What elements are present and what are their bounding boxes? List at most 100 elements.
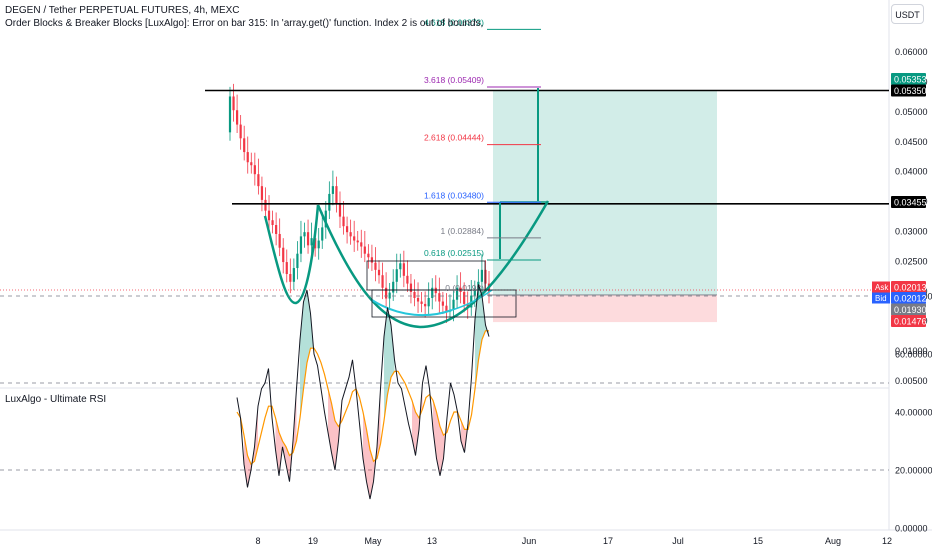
tp-price-value: 0.05353	[894, 75, 927, 85]
price-axis-tick-label: 0.04000	[895, 167, 928, 177]
candle-body	[385, 287, 388, 299]
candle-body	[285, 262, 288, 275]
time-axis-tick-label: Jun	[522, 536, 537, 546]
rsi-zone-fill	[415, 412, 419, 456]
left-cup-curve	[263, 204, 320, 305]
rsi-zone-fill	[335, 420, 339, 470]
candle-body	[466, 303, 469, 308]
ask-price-value: 0.02013	[894, 283, 927, 293]
candle-body	[257, 174, 260, 187]
candle-body	[289, 274, 292, 282]
candle-body	[342, 216, 345, 227]
candle-body	[314, 238, 317, 249]
price-axis-tick-label: 0.00500	[895, 376, 928, 386]
candle-body	[455, 287, 459, 300]
candle-body	[406, 275, 409, 284]
resistance-price-value: 0.05350	[894, 86, 927, 96]
rsi-zone-fill	[286, 446, 290, 482]
last-price-label	[891, 303, 926, 316]
rsi-axis-tick-label: 20.00000	[895, 466, 932, 476]
candle-body	[275, 225, 278, 234]
candle-body	[399, 263, 402, 270]
rsi-zone-fill	[363, 412, 367, 482]
candle-body	[395, 269, 398, 282]
candle-body	[306, 232, 310, 246]
candle-body	[264, 199, 267, 211]
time-axis-tick-label: Aug	[825, 536, 841, 546]
time-axis-tick-label: 19	[308, 536, 318, 546]
candle-body	[299, 236, 303, 254]
candle-body	[452, 299, 455, 310]
time-axis-tick-label: Jul	[672, 536, 684, 546]
bid-tag	[872, 292, 890, 304]
candle-body	[388, 292, 391, 299]
candle-body	[324, 210, 327, 228]
fib-level-label: 1.618 (0.03480)	[424, 190, 484, 200]
candle-body	[228, 96, 232, 133]
candle-body	[377, 269, 381, 276]
indicator-error-text: Order Blocks & Breaker Blocks [LuxAlgo]:…	[5, 18, 485, 29]
ask-tag-label: Ask	[875, 283, 889, 292]
price-axis-tick-label: 0.03000	[895, 226, 928, 236]
candle-body	[335, 186, 338, 205]
neckline-price-value: 0.03455	[894, 198, 927, 208]
candle-body	[260, 186, 264, 200]
rsi-zone-fill	[387, 307, 391, 395]
rsi-zone-fill	[303, 290, 307, 389]
candle-body	[310, 238, 313, 246]
rsi-axis-tick-label: 40.00000	[895, 408, 932, 418]
candle-body	[321, 227, 324, 241]
candle-body	[271, 220, 274, 226]
rsi-zone-fill	[440, 426, 444, 476]
candle-body	[416, 297, 420, 302]
rsi-indicator-title: LuxAlgo - Ultimate RSI	[5, 394, 107, 405]
candle-body	[282, 247, 285, 263]
candle-body	[470, 295, 473, 308]
currency-button[interactable]: USDT	[891, 4, 924, 24]
candle-body	[420, 301, 423, 304]
fib-level-label: 1 (0.02884)	[441, 226, 485, 236]
candle-body	[292, 268, 295, 282]
tp-price-label	[891, 73, 926, 85]
candle-body	[409, 283, 413, 292]
candle-body	[413, 291, 416, 298]
bid-tag-label: Bid	[875, 294, 887, 303]
candle-body	[239, 124, 242, 139]
rsi-axis-tick-label: 0.00000	[895, 524, 928, 534]
bid-price-value: 0.02012	[894, 294, 927, 304]
candle-body	[402, 263, 405, 276]
bid-price-label	[891, 292, 926, 304]
base-range-box	[371, 289, 517, 318]
candle-body	[360, 242, 363, 247]
candle-body	[392, 281, 395, 293]
handle-curve	[451, 289, 493, 311]
resistance-price-label	[891, 84, 926, 97]
rsi-zone-fill	[433, 400, 437, 459]
candle-body	[345, 226, 349, 233]
candle-body	[331, 186, 334, 194]
price-axis-tick-label: 0.02500	[895, 256, 928, 266]
candle-body	[267, 210, 271, 221]
time-axis-tick-label: 13	[427, 536, 437, 546]
candle-body	[434, 287, 437, 294]
fib-level-label: 0 (0.0193)	[445, 283, 484, 293]
candle-body	[363, 246, 366, 254]
price-axis-tick-label: 0.06000	[895, 47, 928, 57]
rsi-zone-fill	[244, 435, 248, 488]
fib-level-label: 0.618 (0.02515)	[424, 248, 484, 258]
candle-body	[253, 165, 256, 175]
fib-level-label: 4.618 (0.06373)	[424, 17, 484, 27]
price-axis-tick-label: 0.05000	[895, 107, 928, 117]
candle-body	[473, 290, 476, 296]
candle-body	[484, 269, 487, 284]
candle-body	[438, 293, 441, 302]
candle-body	[370, 257, 374, 263]
rsi-zone-fill	[275, 417, 279, 476]
stop-price-label	[891, 315, 926, 327]
price-axis-tick-label: 0.01000	[895, 346, 928, 356]
fib-level-label: 3.618 (0.05409)	[424, 75, 484, 85]
ask-price-label	[891, 281, 926, 293]
rsi-signal-line	[236, 330, 489, 466]
